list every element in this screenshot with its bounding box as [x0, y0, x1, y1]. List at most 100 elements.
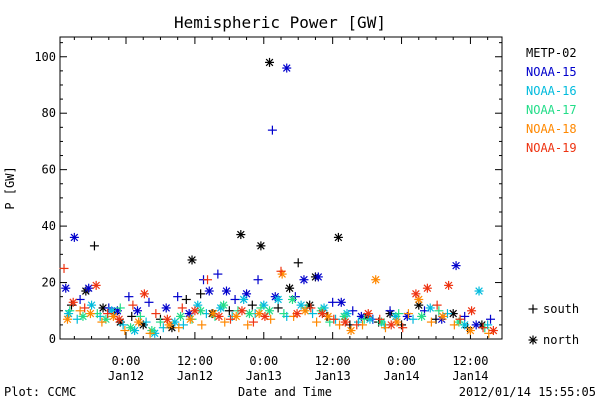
south-point — [178, 320, 188, 330]
north-point — [98, 303, 108, 313]
south-point — [145, 328, 155, 338]
legend-noaa-16: NOAA-16 — [526, 84, 577, 98]
north-point — [471, 320, 481, 330]
north-point — [139, 289, 149, 299]
north-point — [438, 311, 448, 321]
north-point — [256, 241, 266, 251]
north-point — [451, 261, 461, 271]
series-noaa-17 — [65, 294, 490, 336]
x-tick-date: Jan12 — [108, 369, 144, 383]
south-point — [385, 306, 395, 316]
south-point — [293, 258, 303, 268]
south-point — [449, 320, 459, 330]
south-point — [59, 263, 69, 273]
north-point — [85, 309, 95, 319]
north-point — [87, 300, 97, 310]
south-point — [253, 275, 263, 285]
y-tick-label: 100 — [34, 50, 56, 64]
south-point — [359, 314, 369, 324]
north-point — [214, 311, 224, 321]
south-point — [394, 309, 404, 319]
south-point — [442, 309, 452, 319]
north-point — [425, 303, 435, 313]
series-noaa-15 — [61, 63, 496, 330]
north-point — [239, 294, 249, 304]
north-point — [260, 311, 270, 321]
north-point — [161, 303, 171, 313]
x-tick-time: 0:00 — [112, 354, 141, 368]
south-point — [120, 326, 130, 336]
south-point — [279, 309, 289, 319]
legend-noaa-17: NOAA-17 — [526, 103, 577, 117]
north-point — [231, 311, 241, 321]
x-tick-time: 0:00 — [249, 354, 278, 368]
north-point — [162, 314, 172, 324]
chart-title: Hemispheric Power [GW] — [174, 13, 386, 32]
south-point — [256, 303, 266, 313]
marker-legend: south north — [528, 302, 579, 347]
south-point — [177, 303, 187, 313]
north-point — [285, 283, 295, 293]
north-point — [69, 232, 79, 242]
marker-legend-symbol — [528, 335, 538, 345]
south-point — [118, 320, 128, 330]
north-point — [185, 314, 195, 324]
north-point — [236, 230, 246, 240]
south-point — [128, 300, 138, 310]
north-point — [237, 306, 247, 316]
north-point — [219, 300, 229, 310]
north-point — [282, 63, 292, 73]
legend-noaa-18: NOAA-18 — [526, 122, 577, 136]
north-point — [265, 57, 275, 67]
plot-credit: Plot: CCMC — [4, 385, 76, 399]
south-point — [398, 323, 408, 333]
x-tick-date: Jan14 — [383, 369, 419, 383]
marker-legend-symbol — [528, 304, 538, 314]
south-point — [484, 328, 494, 338]
south-point — [486, 314, 496, 324]
north-point — [114, 314, 124, 324]
north-point — [221, 286, 231, 296]
north-point — [68, 297, 78, 307]
north-point — [265, 306, 275, 316]
south-point — [103, 309, 113, 319]
south-point — [115, 303, 125, 313]
south-point — [127, 311, 137, 321]
legend-metp-02: METP-02 — [526, 46, 577, 60]
north-point — [62, 314, 72, 324]
south-point — [80, 303, 90, 313]
legend-noaa-15: NOAA-15 — [526, 65, 577, 79]
north-point — [444, 280, 454, 290]
south-point — [276, 266, 286, 276]
south-point — [155, 317, 165, 327]
north-point — [411, 289, 421, 299]
south-point — [352, 320, 362, 330]
south-point — [181, 294, 191, 304]
south-point — [455, 314, 465, 324]
north-point — [422, 283, 432, 293]
south-point — [174, 323, 184, 333]
south-point — [173, 292, 183, 302]
north-point — [346, 326, 356, 336]
north-point — [84, 283, 94, 293]
south-point — [308, 309, 318, 319]
north-point — [273, 294, 283, 304]
north-point — [299, 275, 309, 285]
x-tick-date: Jan14 — [452, 369, 488, 383]
south-point — [306, 303, 316, 313]
series-noaa-19 — [59, 263, 498, 336]
south-point — [328, 297, 338, 307]
south-point — [196, 289, 206, 299]
y-axis-ticks: 0 20 40 60 80 100 — [34, 42, 502, 346]
north-point — [78, 311, 88, 321]
x-tick-time: 12:00 — [315, 354, 351, 368]
south-point — [225, 314, 235, 324]
x-axis-label: Date and Time — [238, 385, 332, 399]
south-point — [375, 314, 385, 324]
x-axis-ticks: 0:00Jan1212:00Jan120:00Jan1312:00Jan130:… — [73, 37, 488, 383]
y-tick-label: 0 — [49, 332, 56, 346]
north-point — [287, 294, 297, 304]
north-point — [134, 317, 144, 327]
south-point — [267, 125, 277, 135]
north-point — [292, 309, 302, 319]
